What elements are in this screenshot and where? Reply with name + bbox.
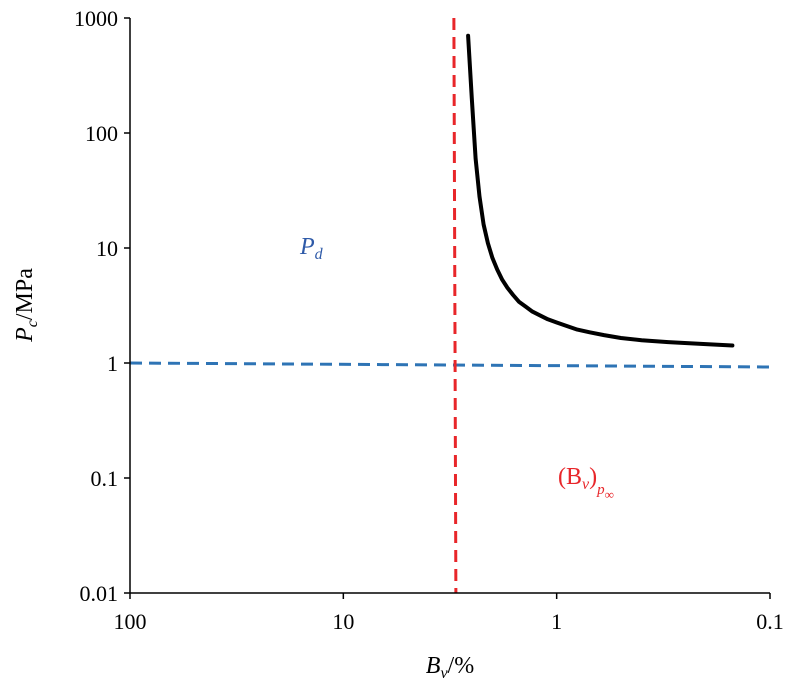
bv-annotation: (Bv)p∞ <box>558 464 614 502</box>
plot-area <box>129 17 771 594</box>
y-tick-label: 10 <box>96 236 118 261</box>
x-tick-label: 1 <box>551 609 562 634</box>
x-axis-title: Bv/% <box>426 653 474 682</box>
horizontal-reference-line <box>129 361 771 369</box>
y-tick-label: 100 <box>85 121 118 146</box>
y-tick-label: 1000 <box>74 6 118 31</box>
axes: 1000 100 10 1 0.1 0.01 100 10 1 0.1 <box>74 6 784 634</box>
y-axis-title: Pc/MPa <box>12 268 41 343</box>
y-tick-label: 1 <box>107 351 118 376</box>
y-tick-label: 0.01 <box>80 581 119 606</box>
x-tick-label: 100 <box>114 609 147 634</box>
x-tick-label: 10 <box>332 609 354 634</box>
vertical-reference-line <box>452 17 458 594</box>
series-line-0 <box>466 33 735 348</box>
y-tick-label: 0.1 <box>91 466 119 491</box>
pd-annotation: Pd <box>299 234 324 263</box>
x-tick-label: 0.1 <box>756 609 784 634</box>
